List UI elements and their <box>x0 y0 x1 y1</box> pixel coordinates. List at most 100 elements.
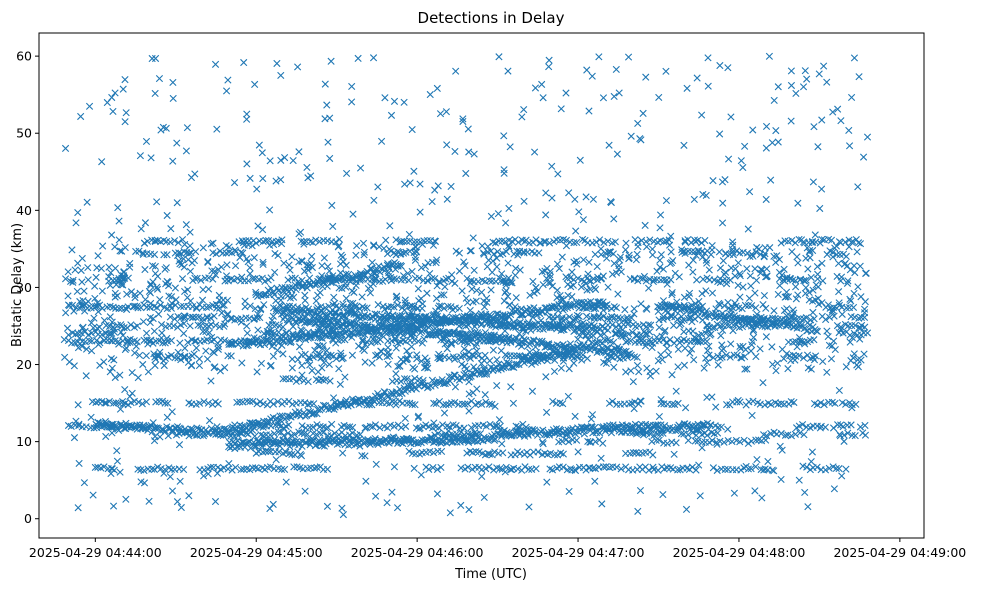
data-point <box>121 385 129 394</box>
data-point <box>101 417 110 426</box>
data-point <box>591 339 600 347</box>
data-point <box>464 400 472 408</box>
data-point <box>777 475 785 484</box>
data-point <box>537 338 546 347</box>
data-point <box>180 312 188 320</box>
data-point <box>250 334 258 342</box>
data-point <box>500 169 508 177</box>
data-point <box>417 313 425 321</box>
data-point <box>768 139 776 147</box>
x-tick-label: 2025-04-29 04:47:00 <box>512 545 645 560</box>
y-tick-label: 50 <box>16 126 32 141</box>
data-point <box>78 254 86 263</box>
data-point <box>285 261 293 269</box>
data-point <box>131 302 139 310</box>
data-point <box>168 487 177 495</box>
chart-title: Detections in Delay <box>418 9 565 27</box>
data-point <box>428 436 436 444</box>
data-point <box>570 354 578 362</box>
data-point <box>614 343 622 351</box>
data-point <box>505 242 513 250</box>
data-point <box>839 422 847 431</box>
data-point <box>848 431 856 439</box>
data-point <box>264 330 272 338</box>
data-point <box>716 322 725 330</box>
data-point <box>372 275 380 283</box>
data-point <box>376 336 384 344</box>
data-point <box>339 511 347 519</box>
data-point <box>294 63 302 71</box>
data-point <box>473 329 482 337</box>
data-point <box>498 270 506 278</box>
data-point <box>252 239 260 247</box>
data-point <box>562 236 571 244</box>
data-point <box>661 301 669 309</box>
data-point <box>574 448 582 456</box>
data-point <box>591 423 599 432</box>
data-point <box>269 288 278 297</box>
data-point <box>356 164 365 172</box>
data-point <box>485 450 494 458</box>
data-point <box>254 326 262 334</box>
data-point <box>387 313 395 321</box>
data-point <box>414 413 422 422</box>
data-point <box>426 331 434 339</box>
data-point <box>590 314 598 322</box>
data-point <box>332 437 341 445</box>
data-point <box>702 256 710 264</box>
data-point <box>568 293 576 301</box>
data-point <box>316 289 324 297</box>
data-point <box>231 421 239 429</box>
data-point <box>760 291 768 300</box>
data-point <box>694 312 702 320</box>
data-point <box>611 238 619 246</box>
data-point <box>442 329 450 338</box>
data-point <box>579 319 587 327</box>
data-point <box>324 262 332 271</box>
data-point <box>151 89 159 98</box>
data-point <box>163 211 171 220</box>
data-point <box>301 314 309 322</box>
data-point <box>185 492 193 500</box>
data-point <box>329 327 337 336</box>
data-point <box>207 240 215 248</box>
data-point <box>784 293 793 301</box>
data-point <box>522 426 530 434</box>
data-point <box>218 301 227 309</box>
data-point <box>135 351 144 359</box>
data-point <box>61 144 70 152</box>
data-point <box>279 350 287 358</box>
data-point <box>708 393 716 401</box>
data-point <box>683 84 691 92</box>
data-point <box>759 318 767 326</box>
data-point <box>192 344 201 352</box>
data-point <box>259 175 267 183</box>
data-point <box>587 320 596 329</box>
data-point <box>787 313 795 321</box>
data-point <box>482 465 490 473</box>
data-point <box>848 93 856 102</box>
data-point <box>243 110 251 118</box>
data-point <box>126 392 134 401</box>
data-point <box>482 370 491 378</box>
data-point <box>624 53 633 61</box>
data-point <box>810 336 818 344</box>
data-point <box>703 259 711 267</box>
data-point <box>174 348 182 356</box>
data-point <box>737 157 745 165</box>
data-point <box>510 322 518 330</box>
data-point <box>809 286 817 294</box>
data-point <box>114 399 123 407</box>
data-point <box>392 401 400 409</box>
data-point <box>540 237 548 246</box>
data-point <box>601 427 609 435</box>
data-point <box>831 399 839 408</box>
data-point <box>323 465 332 473</box>
data-point <box>325 267 334 275</box>
data-point <box>138 400 146 408</box>
data-point <box>289 437 297 445</box>
data-point <box>338 504 346 512</box>
data-point <box>635 368 643 376</box>
data-point <box>573 436 581 444</box>
data-point <box>78 301 86 309</box>
